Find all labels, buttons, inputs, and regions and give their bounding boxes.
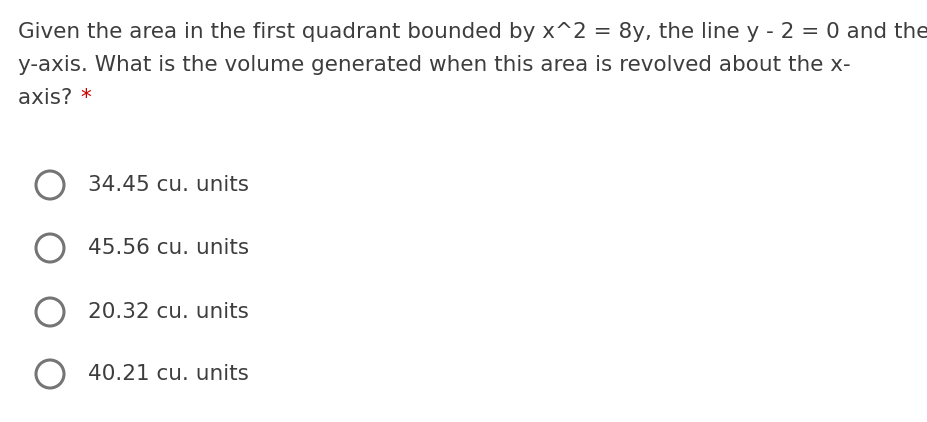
Text: y-axis. What is the volume generated when this area is revolved about the x-: y-axis. What is the volume generated whe…: [18, 55, 851, 75]
Text: 34.45 cu. units: 34.45 cu. units: [88, 175, 249, 195]
Text: 20.32 cu. units: 20.32 cu. units: [88, 302, 248, 322]
Text: axis?: axis?: [18, 88, 79, 108]
Text: Given the area in the first quadrant bounded by x^2 = 8y, the line y - 2 = 0 and: Given the area in the first quadrant bou…: [18, 22, 927, 42]
Text: *: *: [80, 88, 91, 108]
Text: 45.56 cu. units: 45.56 cu. units: [88, 238, 249, 258]
Text: 40.21 cu. units: 40.21 cu. units: [88, 364, 248, 384]
